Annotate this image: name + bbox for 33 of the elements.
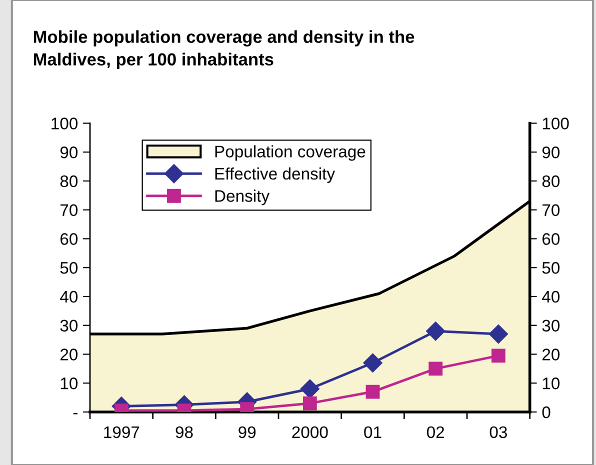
y-tick-label: 40 <box>60 290 78 303</box>
y2-tick-label: 0 <box>542 406 550 418</box>
y2-tick-label: 50 <box>542 262 560 274</box>
y-tick-label: 10 <box>60 378 78 390</box>
y-tick-label: 50 <box>60 262 78 274</box>
y2-tick-label: 80 <box>542 175 560 188</box>
y-tick-label: 70 <box>60 204 78 216</box>
y-tick-label: 90 <box>60 146 78 158</box>
legend-label: Population coverage <box>215 145 366 161</box>
x-tick-label: 03 <box>490 426 507 438</box>
y2-tick-label: 60 <box>542 233 560 245</box>
y-tick-label: 20 <box>60 348 78 360</box>
y2-tick-label: 10 <box>542 378 560 390</box>
y-tick-label: 80 <box>60 175 78 188</box>
y-tick-label: 30 <box>60 320 78 332</box>
y-tick-label: 100 <box>52 118 78 130</box>
x-tick-label: 2000 <box>292 426 328 438</box>
y-tick-label: 60 <box>60 233 78 245</box>
y-tick-label: - <box>73 412 78 414</box>
y2-tick-label: 20 <box>542 348 560 360</box>
x-tick-label: 98 <box>176 426 193 438</box>
y2-tick-label: 40 <box>542 290 560 303</box>
y2-tick-label: 100 <box>542 118 569 130</box>
y2-tick-label: 30 <box>542 320 560 332</box>
y2-tick-label: 70 <box>542 204 560 216</box>
chart-title: Mobile population coverage and density in the Maldives, per 100 inhabitants <box>34 30 414 69</box>
x-tick-label: 02 <box>426 426 444 438</box>
y2-tick-label: 90 <box>542 146 560 158</box>
legend-label: Effective density <box>215 167 336 183</box>
x-tick-label: 1997 <box>104 426 140 438</box>
x-tick-label: 01 <box>364 426 382 438</box>
legend-label: Density <box>215 190 270 206</box>
x-tick-label: 99 <box>238 426 256 438</box>
